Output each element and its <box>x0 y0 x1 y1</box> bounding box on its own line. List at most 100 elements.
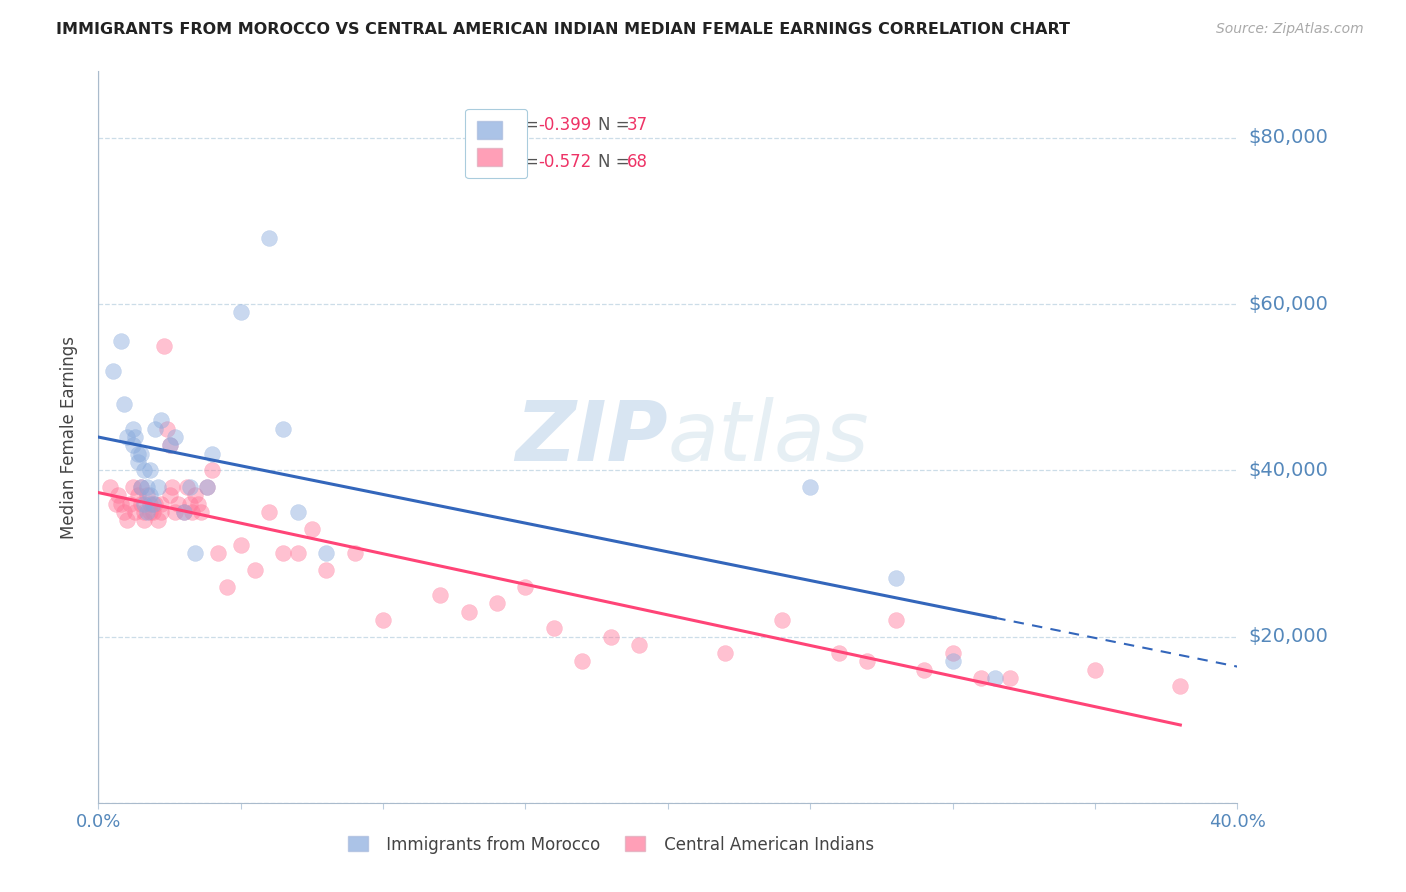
Point <box>176 480 198 494</box>
Point <box>173 505 195 519</box>
Point <box>190 505 212 519</box>
Point <box>373 613 395 627</box>
Text: R =: R = <box>509 117 544 135</box>
Text: IMMIGRANTS FROM MOROCCO VS CENTRAL AMERICAN INDIAN MEDIAN FEMALE EARNINGS CORREL: IMMIGRANTS FROM MOROCCO VS CENTRAL AMERI… <box>56 22 1070 37</box>
Point <box>115 430 138 444</box>
Point <box>315 563 337 577</box>
Text: Source: ZipAtlas.com: Source: ZipAtlas.com <box>1216 22 1364 37</box>
Legend:  Immigrants from Morocco,  Central American Indians: Immigrants from Morocco, Central America… <box>342 829 880 860</box>
Point <box>118 497 141 511</box>
Point <box>124 430 146 444</box>
Point <box>1170 680 1192 694</box>
Point <box>181 505 204 519</box>
Point <box>173 505 195 519</box>
Point <box>799 480 821 494</box>
Point <box>141 497 163 511</box>
Point <box>273 422 295 436</box>
Point <box>215 580 238 594</box>
Point <box>159 488 181 502</box>
Point <box>104 497 127 511</box>
Point <box>124 505 146 519</box>
Text: N =: N = <box>599 117 636 135</box>
Text: $20,000: $20,000 <box>1249 627 1329 646</box>
Point <box>150 505 173 519</box>
Point <box>138 497 160 511</box>
Text: 68: 68 <box>627 153 648 171</box>
Point <box>129 447 152 461</box>
Point <box>129 480 152 494</box>
Point <box>159 438 181 452</box>
Point <box>138 463 160 477</box>
Point <box>770 613 793 627</box>
Point <box>115 513 138 527</box>
Point <box>942 646 965 660</box>
Point <box>229 538 252 552</box>
Point <box>135 480 157 494</box>
Point <box>145 422 167 436</box>
Point <box>132 513 155 527</box>
Text: $60,000: $60,000 <box>1249 294 1329 314</box>
Point <box>145 497 167 511</box>
Point <box>315 546 337 560</box>
Point <box>129 480 152 494</box>
Point <box>571 655 593 669</box>
Point <box>127 488 149 502</box>
Point <box>179 497 201 511</box>
Point <box>159 438 181 452</box>
Point <box>243 563 266 577</box>
Text: R =: R = <box>509 153 544 171</box>
Point <box>884 613 907 627</box>
Text: N =: N = <box>599 153 636 171</box>
Point <box>156 422 179 436</box>
Point <box>165 505 187 519</box>
Point <box>138 488 160 502</box>
Point <box>187 497 209 511</box>
Point <box>132 497 155 511</box>
Point <box>132 463 155 477</box>
Point <box>153 338 176 352</box>
Text: -0.572: -0.572 <box>538 153 592 171</box>
Text: -0.399: -0.399 <box>538 117 592 135</box>
Point <box>970 671 993 685</box>
Point <box>148 480 170 494</box>
Point <box>129 497 152 511</box>
Point <box>165 430 187 444</box>
Point <box>1084 663 1107 677</box>
Point <box>287 505 309 519</box>
Point <box>856 655 879 669</box>
Point <box>912 663 935 677</box>
Point <box>457 605 479 619</box>
Point <box>600 630 623 644</box>
Point <box>127 447 149 461</box>
Point <box>998 671 1021 685</box>
Point <box>121 422 143 436</box>
Point <box>101 363 124 377</box>
Point <box>167 497 190 511</box>
Point <box>110 497 132 511</box>
Point <box>135 488 157 502</box>
Point <box>486 596 509 610</box>
Point <box>135 505 157 519</box>
Point <box>828 646 851 660</box>
Point <box>184 546 207 560</box>
Point <box>287 546 309 560</box>
Point <box>121 438 143 452</box>
Point <box>112 505 135 519</box>
Point <box>207 546 229 560</box>
Point <box>127 455 149 469</box>
Point <box>150 413 173 427</box>
Point <box>195 480 218 494</box>
Point <box>259 505 281 519</box>
Point <box>141 505 163 519</box>
Point <box>229 305 252 319</box>
Text: $80,000: $80,000 <box>1249 128 1329 147</box>
Point <box>184 488 207 502</box>
Point <box>138 505 160 519</box>
Point <box>195 480 218 494</box>
Point <box>162 480 184 494</box>
Y-axis label: Median Female Earnings: Median Female Earnings <box>59 335 77 539</box>
Point <box>112 397 135 411</box>
Point <box>259 230 281 244</box>
Point <box>121 480 143 494</box>
Point <box>343 546 366 560</box>
